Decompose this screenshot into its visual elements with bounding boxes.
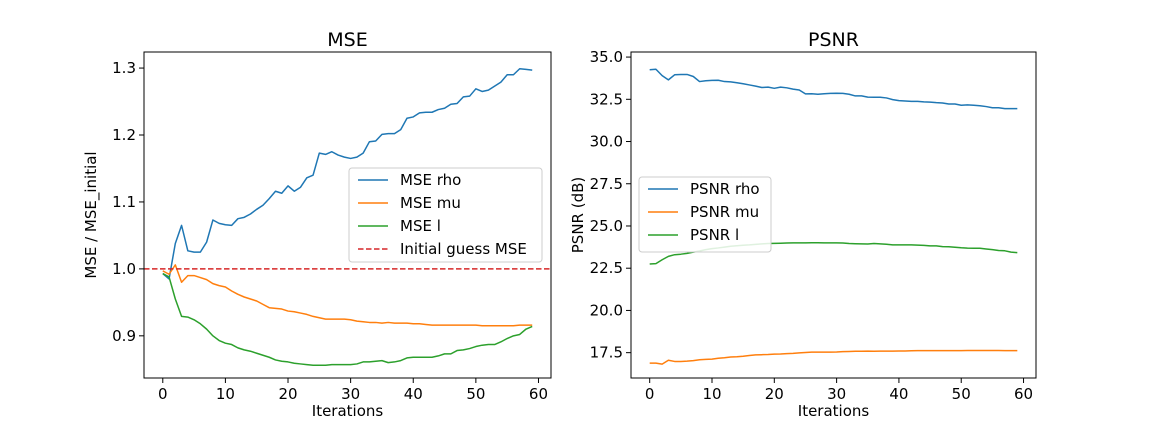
series-line — [649, 349, 1018, 365]
x-tick-label: 20 — [278, 385, 297, 403]
y-axis-label: PSNR (dB) — [569, 177, 587, 254]
x-tick-label: 50 — [466, 385, 485, 403]
series-line — [162, 272, 533, 367]
y-tick-label: 30.0 — [590, 133, 623, 151]
x-axis-label: Iterations — [312, 402, 384, 420]
legend-label: Initial guess MSE — [400, 240, 527, 258]
plot-lines — [144, 67, 551, 367]
chart-title: PSNR — [808, 29, 859, 51]
x-tick-label: 60 — [1014, 385, 1033, 403]
y-tick-label: 22.5 — [590, 259, 623, 277]
plot-frame — [143, 51, 552, 379]
series-line — [649, 68, 1018, 110]
legend: PSNR rho PSNR mu PSNR l — [638, 176, 772, 253]
legend-label: MSE rho — [400, 171, 461, 189]
y-tick-label: 1.3 — [112, 59, 136, 77]
legend: MSE rho MSE mu MSE l Initial guess MSE — [348, 167, 543, 263]
x-tick-label: 40 — [404, 385, 423, 403]
y-tick-label: 35.0 — [590, 48, 623, 66]
series-line — [162, 67, 533, 280]
x-tick-label: 10 — [702, 385, 721, 403]
y-tick-label: 32.5 — [590, 90, 623, 108]
x-axis-label: Iterations — [798, 402, 870, 420]
legend-label: MSE mu — [400, 194, 461, 212]
y-tick-label: 1.0 — [112, 260, 136, 278]
x-tick-label: 10 — [216, 385, 235, 403]
chart-panel-1: PSNR 0 10 20 30 40 50 60 17.5 20.0 22.5 25.0 27.5 30.… — [569, 29, 1037, 420]
x-tick-label: 30 — [341, 385, 360, 403]
y-tick-label: 25.0 — [590, 217, 623, 235]
x-tick-label: 40 — [889, 385, 908, 403]
x-tick-label: 0 — [645, 385, 655, 403]
y-tick-label: 1.1 — [112, 193, 136, 211]
chart-title: MSE — [327, 29, 367, 51]
x-tick-label: 30 — [827, 385, 846, 403]
y-axis-label: MSE / MSE_initial — [82, 151, 101, 278]
x-tick-label: 60 — [529, 385, 548, 403]
legend-label: PSNR mu — [690, 203, 759, 221]
x-tick-label: 20 — [765, 385, 784, 403]
series-line — [162, 264, 533, 327]
plot-frame — [630, 51, 1037, 379]
y-tick-label: 27.5 — [590, 175, 623, 193]
legend-label: PSNR l — [690, 226, 739, 244]
x-tick-label: 0 — [158, 385, 168, 403]
y-tick-label: 17.5 — [590, 344, 623, 362]
y-tick-label: 1.2 — [112, 126, 136, 144]
legend-box — [638, 176, 772, 253]
chart-panel-0: MSE 0 10 20 30 40 50 60 0.9 1.0 1.1 1.2 1.3 Iteration… — [82, 29, 552, 420]
legend-label: MSE l — [400, 217, 441, 235]
y-tick-label: 20.0 — [590, 301, 623, 319]
y-tick-label: 0.9 — [112, 327, 136, 345]
legend-label: PSNR rho — [690, 180, 760, 198]
legend-box — [348, 167, 543, 263]
x-tick-label: 50 — [952, 385, 971, 403]
